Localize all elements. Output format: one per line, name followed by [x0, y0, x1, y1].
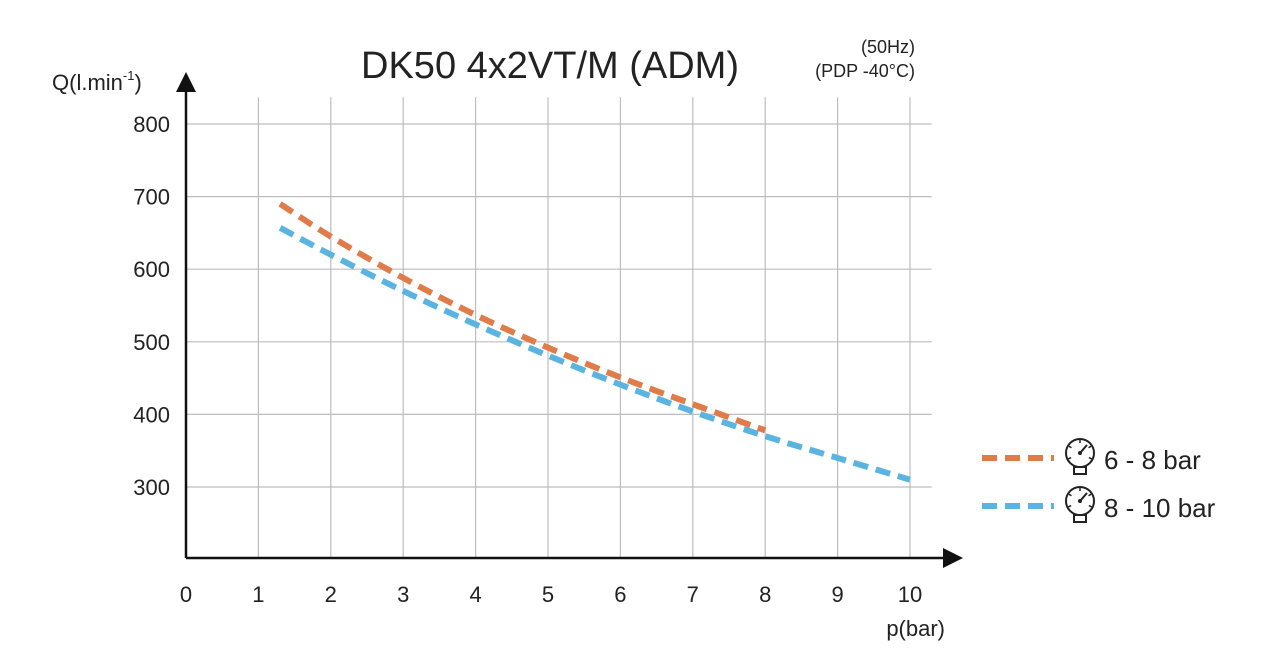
y-axis-label: Q(l.min-1) [52, 68, 142, 95]
series-line-1 [278, 201, 767, 434]
x-tick-label: 3 [397, 582, 409, 607]
series-line-2 [278, 225, 911, 483]
x-tick-label: 1 [252, 582, 264, 607]
x-tick-label: 10 [898, 582, 922, 607]
y-tick-label: 800 [133, 112, 170, 137]
legend-item-2: 8 - 10 bar [982, 486, 1216, 523]
grid [186, 97, 932, 558]
legend-label: 6 - 8 bar [1104, 445, 1201, 475]
y-axis-label-superscript: -1 [123, 68, 135, 83]
x-tick-label: 5 [542, 582, 554, 607]
y-axis-label-main: Q(l.min [52, 70, 123, 95]
x-axis-label: p(bar) [886, 616, 945, 641]
y-tick-label: 700 [133, 185, 170, 210]
legend: 6 - 8 bar 8 - 10 bar [982, 438, 1216, 523]
y-tick-label: 400 [133, 402, 170, 427]
x-tick-label: 9 [831, 582, 843, 607]
series-lines [278, 201, 911, 483]
x-tick-label: 0 [180, 582, 192, 607]
y-tick-label: 500 [133, 330, 170, 355]
y-axis-label-close: ) [134, 70, 141, 95]
legend-item-1: 6 - 8 bar [982, 438, 1201, 475]
y-tick-label: 600 [133, 257, 170, 282]
pressure-gauge-icon [1065, 486, 1095, 523]
chart-title: DK50 4x2VT/M (ADM) [361, 45, 739, 87]
x-tick-label: 2 [325, 582, 337, 607]
y-tick-labels: 300 400 500 600 700 800 [133, 112, 170, 500]
x-tick-label: 6 [614, 582, 626, 607]
x-tick-label: 8 [759, 582, 771, 607]
x-tick-label: 4 [469, 582, 481, 607]
x-tick-label: 7 [687, 582, 699, 607]
x-tick-labels: 0 1 2 3 4 5 6 7 8 9 10 [180, 582, 922, 607]
legend-label: 8 - 10 bar [1104, 493, 1216, 523]
chart-subtitle-line-1: (50Hz) [861, 37, 915, 57]
y-tick-label: 300 [133, 475, 170, 500]
pressure-gauge-icon [1065, 438, 1095, 475]
chart-subtitle-line-2: (PDP -40°C) [815, 61, 915, 81]
